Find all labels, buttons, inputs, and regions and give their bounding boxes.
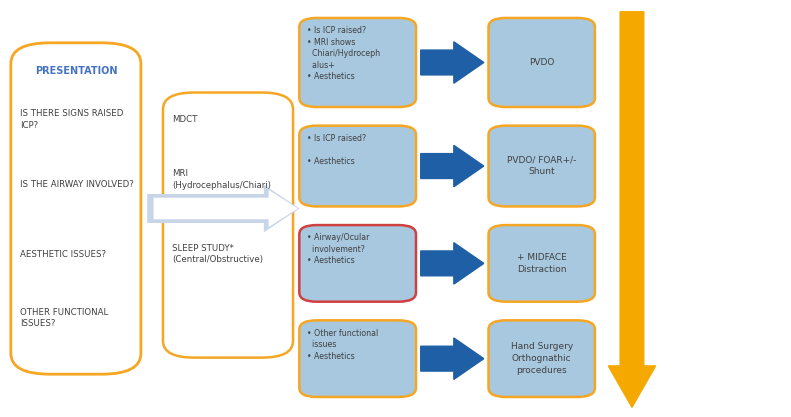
Text: IS THERE SIGNS RAISED
ICP?: IS THERE SIGNS RAISED ICP? <box>21 109 123 130</box>
FancyBboxPatch shape <box>299 320 416 397</box>
Text: IS THE AIRWAY INVOLVED?: IS THE AIRWAY INVOLVED? <box>21 179 134 188</box>
Text: • Airway/Ocular
  involvement?
• Aesthetics: • Airway/Ocular involvement? • Aesthetic… <box>307 234 369 265</box>
FancyArrow shape <box>608 12 656 407</box>
FancyBboxPatch shape <box>299 126 416 206</box>
FancyBboxPatch shape <box>299 225 416 302</box>
FancyBboxPatch shape <box>299 18 416 107</box>
Text: PVDO/ FOAR+/-
Shunt: PVDO/ FOAR+/- Shunt <box>507 156 577 176</box>
FancyArrow shape <box>421 42 484 83</box>
Text: MRI
(Hydrocephalus/Chiari): MRI (Hydrocephalus/Chiari) <box>172 169 271 190</box>
Text: PRESENTATION: PRESENTATION <box>35 65 117 75</box>
FancyArrow shape <box>421 243 484 284</box>
FancyBboxPatch shape <box>489 225 595 302</box>
FancyBboxPatch shape <box>11 43 141 374</box>
Text: OTHER FUNCTIONAL
ISSUES?: OTHER FUNCTIONAL ISSUES? <box>21 308 108 328</box>
Text: PVDO: PVDO <box>529 58 554 67</box>
Text: AESTHETIC ISSUES?: AESTHETIC ISSUES? <box>21 250 106 259</box>
Text: • Is ICP raised?
• MRI shows
  Chiari/Hydroceph
  alus+
• Aesthetics: • Is ICP raised? • MRI shows Chiari/Hydr… <box>307 26 380 81</box>
Text: • Other functional
  issues
• Aesthetics: • Other functional issues • Aesthetics <box>307 329 378 361</box>
FancyBboxPatch shape <box>489 126 595 206</box>
FancyBboxPatch shape <box>489 320 595 397</box>
Text: SLEEP STUDY*
(Central/Obstructive): SLEEP STUDY* (Central/Obstructive) <box>172 244 263 264</box>
Polygon shape <box>147 185 299 232</box>
Text: + MIDFACE
Distraction: + MIDFACE Distraction <box>517 253 566 274</box>
Text: • Is ICP raised?

• Aesthetics: • Is ICP raised? • Aesthetics <box>307 134 366 166</box>
FancyBboxPatch shape <box>163 93 293 358</box>
Text: MDCT: MDCT <box>172 115 198 124</box>
FancyBboxPatch shape <box>489 18 595 107</box>
FancyArrow shape <box>421 338 484 379</box>
Text: Hand Surgery
Orthognathic
procedures: Hand Surgery Orthognathic procedures <box>510 342 573 375</box>
Polygon shape <box>153 190 297 227</box>
FancyArrow shape <box>421 146 484 187</box>
